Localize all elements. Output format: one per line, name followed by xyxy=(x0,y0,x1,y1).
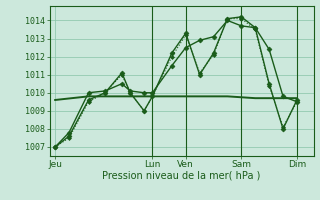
X-axis label: Pression niveau de la mer( hPa ): Pression niveau de la mer( hPa ) xyxy=(102,171,261,181)
